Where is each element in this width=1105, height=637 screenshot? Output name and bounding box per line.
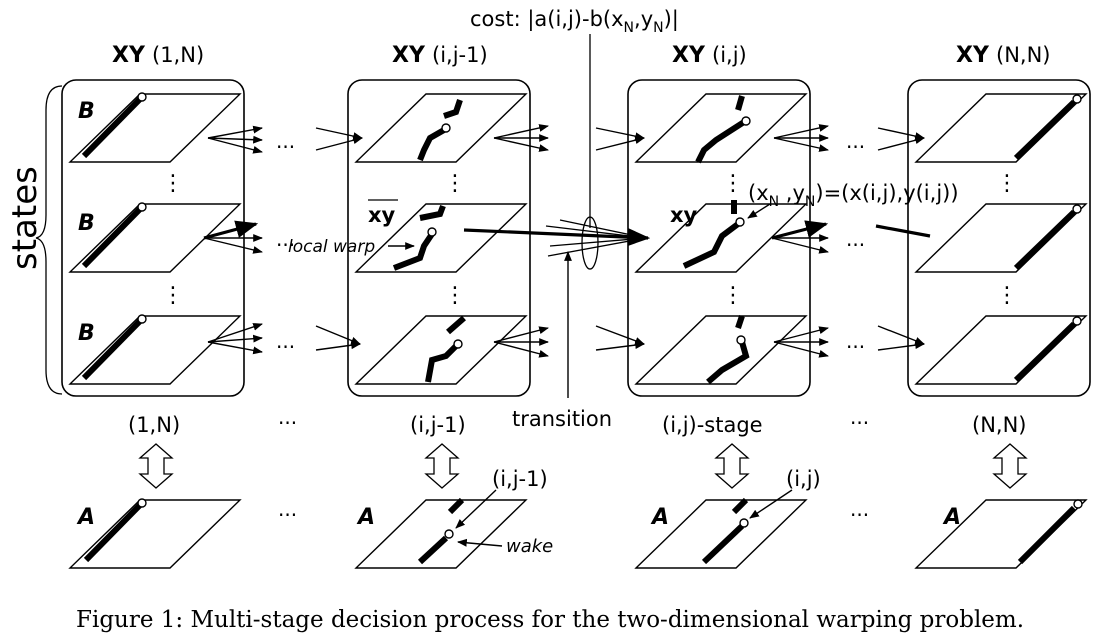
ellipsis-r2-a: ...: [276, 227, 295, 251]
vdots-c1-a: ⋮: [162, 171, 184, 196]
ellipsis-r1-a: ...: [276, 129, 295, 153]
vdots-c2-b: ⋮: [444, 283, 466, 308]
column-header-2: XY: [392, 43, 426, 68]
plane-c4-r3: [914, 315, 1088, 385]
vdots-c3-a: ⋮: [722, 171, 744, 196]
stage-label-2: (i,j-1): [410, 413, 466, 437]
stage-label-1: (1,N): [128, 413, 180, 437]
ellipsis-r3-b: ...: [846, 329, 865, 353]
pointer-arrow-ij: [749, 489, 793, 519]
svg-text:(xN ,yN)=(x(i,j),y(i,j)): (xN ,yN)=(x(i,j),y(i,j)): [748, 181, 959, 210]
xy-label: xy: [670, 203, 698, 227]
xy-bar-label: xy: [368, 203, 396, 227]
bottom-ellipsis-1: ...: [278, 497, 297, 521]
plane-a-4: [914, 499, 1088, 569]
column-header-4: XY: [956, 43, 990, 68]
stage-ellipsis-1: ...: [278, 405, 297, 429]
fan-arrows-c3: [771, 124, 829, 358]
pointer-label-ij1: (i,j-1): [492, 467, 548, 491]
ellipsis-r3-a: ...: [276, 329, 295, 353]
pointer-label-ij: (i,j): [786, 467, 821, 491]
plane-c2-r3: [354, 315, 528, 385]
vdots-c4-b: ⋮: [996, 283, 1018, 308]
row-label-b-1: B: [78, 99, 95, 124]
vdots-c2-a: ⋮: [444, 171, 466, 196]
plane-a-2: [354, 499, 528, 569]
fan-in-c2: [315, 127, 363, 351]
column-index-3: (i,j): [712, 43, 747, 67]
plane-c3-r1: [634, 93, 808, 163]
double-arrow-2: [424, 443, 460, 489]
row-label-a-3: A: [650, 505, 669, 530]
plane-c2-r1: [354, 93, 528, 163]
plane-c1-r3: [68, 315, 242, 385]
double-arrow-3: [714, 443, 750, 489]
row-label-b-3: B: [78, 321, 95, 346]
column-index-1: (1,N): [152, 43, 204, 67]
fan-in-c3: [595, 127, 645, 351]
states-brace: [35, 85, 63, 395]
fan-arrows-c1: [203, 125, 263, 355]
fan-in-c4: [875, 127, 931, 351]
states-label: states: [5, 166, 45, 270]
plane-c4-r2: [914, 203, 1088, 273]
vdots-c4-a: ⋮: [996, 171, 1018, 196]
wake-label: wake: [506, 536, 553, 557]
stage-label-3: (i,j)-stage: [662, 413, 763, 437]
plane-c3-r3: [634, 315, 808, 385]
ellipsis-r2-b: ...: [846, 227, 865, 251]
local-warp-label: local warp: [288, 237, 375, 257]
coordinate-label: (xN ,yN)=(x(i,j),y(i,j)): [748, 181, 959, 210]
row-label-b-2: B: [78, 211, 95, 236]
coordinate-pointer: [747, 203, 771, 219]
vdots-c1-b: ⋮: [162, 283, 184, 308]
column-header-3: XY: [672, 43, 706, 68]
state-card-4: [907, 79, 1091, 397]
plane-c2-r2: [354, 203, 528, 273]
plane-c4-r1: [914, 93, 1088, 163]
pointer-arrow-ij1: [455, 489, 497, 529]
plane-c1-r2: [68, 203, 242, 273]
double-arrow-4: [992, 443, 1028, 489]
column-index-2: (i,j-1): [432, 43, 488, 67]
column-header-1: XY: [112, 43, 146, 68]
ellipsis-r1-b: ...: [846, 129, 865, 153]
cost-label: cost: |a(i,j)-b(xN,yN)|: [470, 7, 679, 36]
column-index-4: (N,N): [996, 43, 1050, 67]
row-label-a-2: A: [356, 505, 375, 530]
vdots-c3-b: ⋮: [722, 283, 744, 308]
plane-a-1: [68, 499, 242, 569]
transition-label: transition: [512, 407, 612, 431]
bottom-ellipsis-2: ...: [850, 497, 869, 521]
row-label-a-1: A: [76, 505, 95, 530]
state-card-2: [347, 79, 531, 397]
wake-arrow: [457, 538, 503, 547]
plane-a-3: [634, 499, 808, 569]
svg-text:cost: |a(i,j)-b(xN,yN)|: cost: |a(i,j)-b(xN,yN)|: [470, 7, 679, 36]
figure-caption: Figure 1: Multi-stage decision process f…: [76, 607, 1024, 633]
fan-arrows-c2: [493, 124, 549, 358]
stage-ellipsis-2: ...: [850, 405, 869, 429]
row-label-a-4: A: [942, 505, 961, 530]
double-arrow-1: [138, 443, 174, 489]
plane-c1-r1: [68, 93, 242, 163]
stage-label-4: (N,N): [972, 413, 1026, 437]
